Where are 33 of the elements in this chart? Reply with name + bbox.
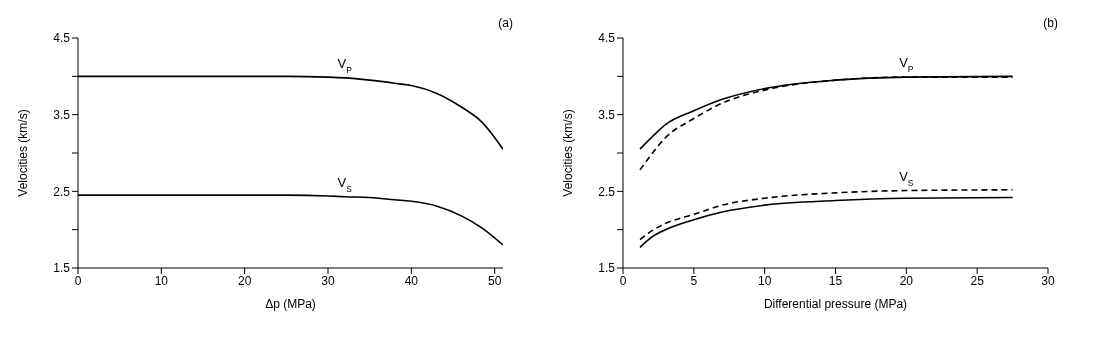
y-tick-label: 1.5 bbox=[53, 261, 71, 276]
y-tick-label: 3.5 bbox=[598, 107, 616, 122]
text: (b) bbox=[1043, 16, 1058, 30]
x-axis-title: Differential pressure (MPa) bbox=[763, 297, 908, 311]
x-tick-label: 20 bbox=[899, 273, 914, 288]
series-label: V$_{S}$ bbox=[337, 174, 353, 194]
x-tick-label: 20 bbox=[237, 273, 252, 288]
line-series bbox=[639, 196, 1014, 249]
x-axis-title: Δp (MPa) bbox=[265, 297, 316, 311]
x-tick-label: 5 bbox=[690, 273, 698, 288]
x-tick-label: 40 bbox=[404, 273, 419, 288]
x-tick-label: 15 bbox=[828, 273, 843, 288]
y-axis-title: Velocities (km/s) bbox=[561, 109, 576, 197]
y-tick-label: 4.5 bbox=[598, 31, 616, 46]
y-tick-label: 2.5 bbox=[53, 184, 71, 199]
y-axis-title: Velocities (km/s) bbox=[16, 109, 31, 197]
x-tick-label: 0 bbox=[619, 273, 627, 288]
text: (a) bbox=[498, 16, 513, 30]
series-label: V$_{P}$ bbox=[899, 55, 914, 75]
x-tick-label: 50 bbox=[487, 273, 502, 288]
x-tick-label: 25 bbox=[970, 273, 985, 288]
line-series bbox=[639, 189, 1014, 241]
x-tick-label: 10 bbox=[154, 273, 169, 288]
y-tick-label: 2.5 bbox=[598, 184, 616, 199]
series-label: V$_{S}$ bbox=[899, 168, 914, 188]
series-label: V$_{P}$ bbox=[337, 55, 353, 75]
x-tick-label: 30 bbox=[1041, 273, 1055, 288]
y-tick-label: 1.5 bbox=[598, 261, 616, 276]
x-tick-label: 30 bbox=[321, 273, 335, 288]
y-tick-label: 3.5 bbox=[53, 107, 71, 122]
x-tick-label: 0 bbox=[74, 273, 82, 288]
y-tick-label: 4.5 bbox=[53, 31, 71, 46]
x-tick-label: 10 bbox=[757, 273, 772, 288]
